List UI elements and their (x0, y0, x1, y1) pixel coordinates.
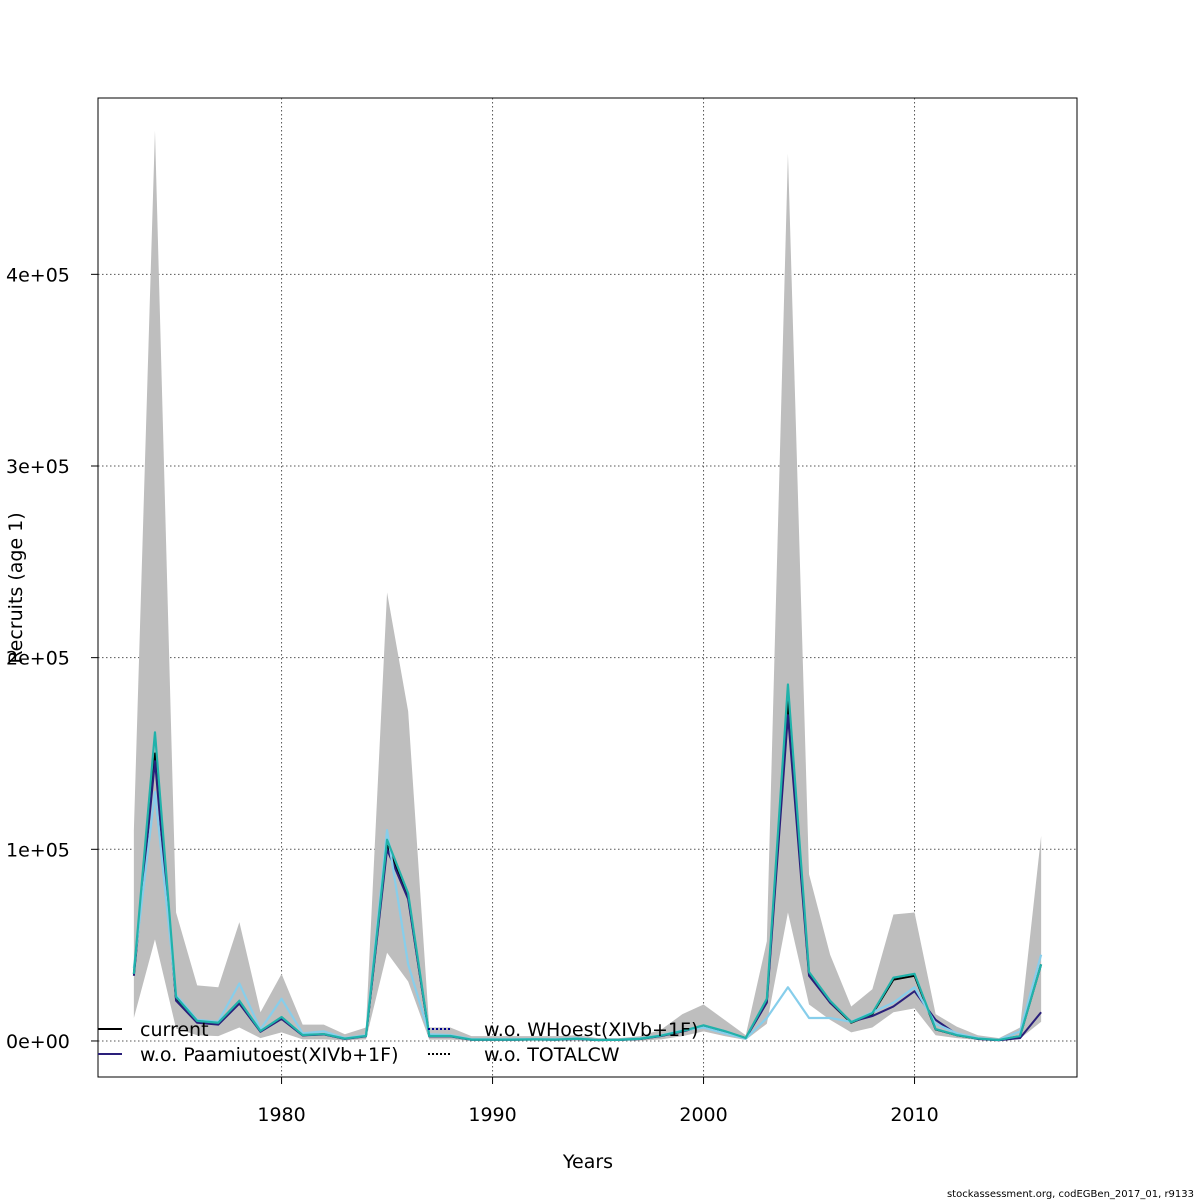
x-tick-label-1990: 1990 (468, 1104, 516, 1126)
y-axis: 0e+00 1e+05 2e+05 3e+05 4e+05 (6, 264, 98, 1053)
series-line-3 (132, 683, 1043, 1042)
x-tick-label-1980: 1980 (257, 1104, 305, 1126)
y-axis-label: Recruits (age 1) (5, 512, 27, 663)
legend-label-2: w.o. WHoest(XIVb+1F) (484, 1019, 698, 1041)
x-tick-label-2010: 2010 (890, 1104, 938, 1126)
x-tick-label-2000: 2000 (679, 1104, 727, 1126)
x-axis-label: Years (562, 1151, 613, 1173)
legend-label-0: current (140, 1019, 209, 1041)
y-tick-label-100000: 1e+05 (6, 839, 70, 861)
plot-frame (97, 97, 1078, 1078)
y-tick-label-400000: 4e+05 (6, 264, 70, 286)
y-tick-label-200000: 2e+05 (6, 648, 70, 670)
credit-text: stockassessment.org, codEGBen_2017_01, r… (947, 1189, 1194, 1200)
y-tick-label-0: 0e+00 (6, 1031, 70, 1053)
series-lines-layer (132, 683, 1043, 1042)
x-axis: 1980 1990 2000 2010 (257, 1077, 939, 1126)
legend-label-1: w.o. Paamiutoest(XIVb+1F) (140, 1044, 398, 1066)
legend: current w.o. Paamiutoest(XIVb+1F) w.o. WHo… (98, 1019, 698, 1066)
y-tick-label-300000: 3e+05 (6, 456, 70, 478)
grid-lines (98, 98, 1077, 1077)
legend-label-3: w.o. TOTALCW (484, 1044, 620, 1066)
